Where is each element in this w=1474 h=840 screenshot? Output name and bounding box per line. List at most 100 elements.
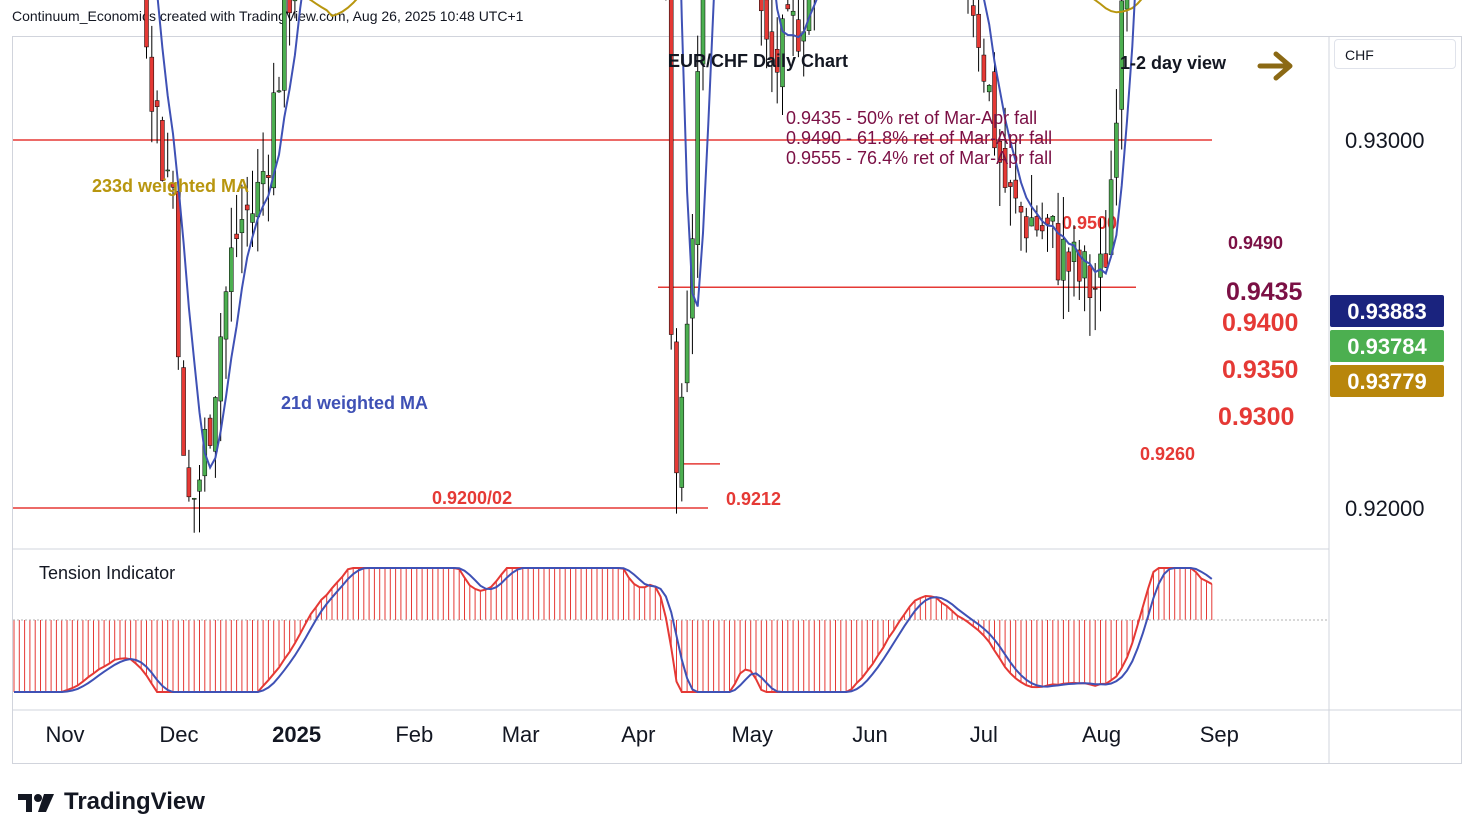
candle [176,191,181,358]
candle [271,92,276,189]
y-tick-label: 0.93000 [1345,128,1425,153]
candle [181,367,186,456]
level-label: 0.9400 [1222,309,1298,337]
candle [1039,225,1045,232]
candle [282,0,287,91]
candle [759,0,764,12]
candle [250,213,255,223]
candle [260,171,266,185]
candle [976,13,981,48]
candle [292,0,298,2]
ma-233d-label: 233d weighted MA [92,176,249,196]
candle [223,291,229,340]
candle [1087,265,1093,298]
currency-label[interactable]: CHF [1334,39,1456,69]
x-tick-label: Aug [1082,722,1121,747]
chart-title: EUR/CHF Daily Chart [668,51,848,71]
candle [1082,251,1087,279]
candle [992,71,997,149]
candle [186,467,192,498]
candle [1029,217,1034,227]
tradingview-brand: TradingView [64,788,205,815]
candle [1114,122,1119,178]
candle [790,10,796,16]
candle [165,169,170,172]
fib-annotation: 0.9435 - 50% ret of Mar-Apr fall [786,108,1037,128]
candle [764,0,769,40]
right-arrow-icon [1257,51,1293,81]
candle [1092,288,1098,290]
candle [255,181,261,218]
x-tick-label: Apr [621,722,655,747]
candle [191,498,197,500]
candle [244,204,250,211]
level-label: 0.9212 [726,489,781,509]
x-tick-label: Feb [395,722,433,747]
ma-21d-label: 21d weighted MA [281,393,428,413]
candle [774,48,780,73]
candle [674,341,679,474]
candle [1008,182,1013,187]
fib-annotation: 0.9555 - 76.4% ret of Mar-Apr fall [786,148,1052,168]
level-label: 0.9260 [1140,444,1195,464]
candle [1071,241,1077,262]
tension-bars [13,568,1213,692]
price-badge-label: 0.93883 [1347,299,1427,324]
candle [213,397,218,452]
candle [1002,147,1008,188]
tension-slow-line [14,567,1213,693]
candle [197,479,202,492]
x-tick-label: Dec [159,722,198,747]
view-label: 1-2 day view [1120,53,1227,73]
tradingview-logo[interactable]: TradingView [16,788,205,816]
candle [695,71,700,245]
candle [149,56,155,112]
price-badge-label: 0.93779 [1347,369,1427,394]
candle [276,90,282,93]
candle [1055,223,1061,281]
candle [1061,238,1066,281]
candle [981,54,987,82]
candle [1108,179,1114,255]
price-badge [1330,330,1444,362]
candle [160,120,165,181]
candle [1024,216,1029,239]
candle [1045,217,1050,225]
candle [144,0,149,48]
chart-frame [12,36,1462,764]
candle [1098,253,1103,278]
price-badge [1330,365,1444,397]
level-label: 0.9350 [1222,356,1298,384]
candle [1034,216,1040,231]
tradingview-logo-icon [18,794,54,812]
price-badge-label: 0.93784 [1347,334,1427,359]
candle [207,417,213,446]
candle [1077,249,1082,282]
candle [986,85,992,93]
price-badge [1330,295,1444,327]
x-tick-label: 2025 [272,722,321,747]
candle [769,31,775,61]
candle [234,233,239,240]
level-label: 0.9200/02 [432,488,512,508]
candle [1066,251,1071,272]
y-tick-label: 0.92000 [1345,496,1425,521]
candle [266,175,271,178]
x-tick-label: Mar [502,722,540,747]
x-tick-label: May [731,722,773,747]
candle [1124,0,1130,10]
candle [287,0,292,14]
x-tick-label: Nov [45,722,84,747]
fib-annotation: 0.9490 - 61.8% ret of Mar-Apr fall [786,128,1052,148]
ma-21d-line [156,0,1136,471]
candle [229,247,234,292]
candle [684,323,690,384]
level-label: 0.9500 [1062,213,1117,233]
candle [1018,205,1024,213]
candle [700,0,706,65]
candle [170,182,176,188]
level-label: 0.9435 [1226,278,1303,306]
chart-header: Continuum_Economics created with Trading… [12,8,524,24]
candles-group [144,0,1130,533]
